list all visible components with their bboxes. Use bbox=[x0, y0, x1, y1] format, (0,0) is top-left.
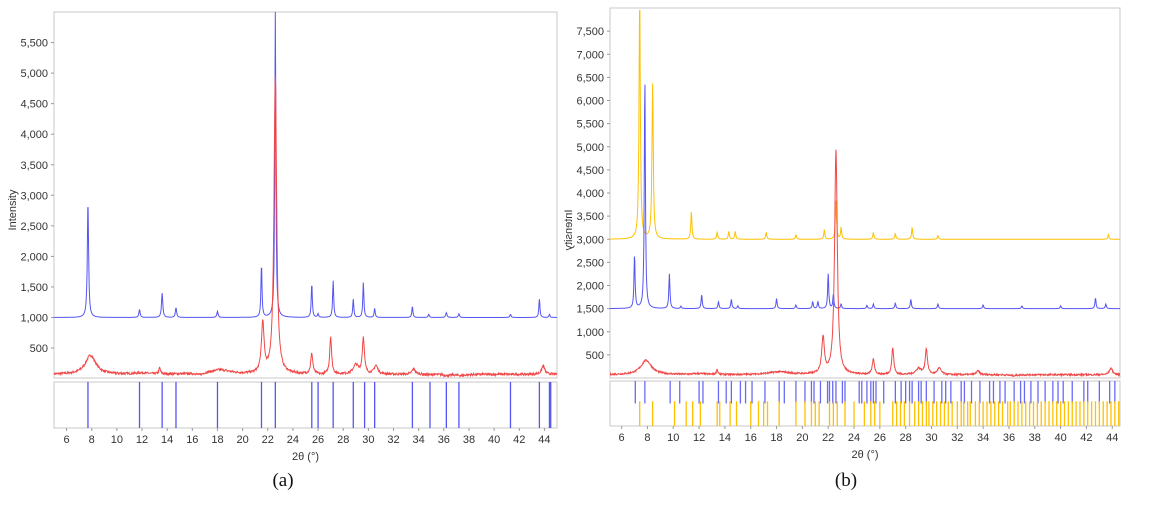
x-tick-label: 32 bbox=[387, 434, 399, 446]
y-tick-label: 3,000 bbox=[20, 190, 48, 202]
x-tick-label: 36 bbox=[438, 434, 450, 446]
panel-caption: (a) bbox=[272, 470, 293, 491]
y-tick-label: 1,500 bbox=[576, 304, 604, 316]
y-tick-label: 500 bbox=[30, 343, 48, 355]
x-tick-label: 10 bbox=[111, 434, 123, 446]
x-tick-label: 14 bbox=[161, 434, 173, 446]
x-tick-label: 18 bbox=[770, 432, 782, 444]
x-tick-label: 16 bbox=[745, 432, 757, 444]
x-tick-label: 10 bbox=[667, 432, 679, 444]
x-tick-label: 36 bbox=[1003, 432, 1015, 444]
y-tick-label: 4,500 bbox=[576, 165, 604, 177]
x-tick-label: 16 bbox=[186, 434, 198, 446]
plot-frame bbox=[609, 7, 1121, 379]
x-tick-label: 22 bbox=[822, 432, 834, 444]
stick-panel-frame bbox=[53, 381, 558, 429]
y-tick-label: 2,500 bbox=[20, 221, 48, 233]
x-tick-label: 8 bbox=[644, 432, 650, 444]
x-tick-label: 38 bbox=[463, 434, 475, 446]
x-tick-label: 18 bbox=[211, 434, 223, 446]
y-tick-label: 5,500 bbox=[20, 38, 48, 50]
x-tick-label: 6 bbox=[64, 434, 70, 446]
y-tick-label: 3,000 bbox=[576, 234, 604, 246]
series-line-0 bbox=[54, 12, 557, 318]
x-tick-label: 6 bbox=[619, 432, 625, 444]
y-tick-label: 4,000 bbox=[20, 129, 48, 141]
y-tick-label: 5,500 bbox=[576, 119, 604, 131]
series-group bbox=[54, 12, 557, 378]
x-tick-label: 42 bbox=[1080, 432, 1092, 444]
x-tick-label: 24 bbox=[287, 434, 299, 446]
x-tick-label: 8 bbox=[89, 434, 95, 446]
series-line-2 bbox=[610, 149, 1120, 378]
y-tick-label: 5,000 bbox=[20, 68, 48, 80]
x-tick-label: 42 bbox=[513, 434, 525, 446]
x-tick-label: 34 bbox=[413, 434, 425, 446]
y-tick-label: 7,000 bbox=[576, 49, 604, 61]
series-line-1 bbox=[54, 75, 557, 378]
plot-frame bbox=[53, 11, 558, 379]
x-tick-label: 12 bbox=[693, 432, 705, 444]
x-tick-label: 40 bbox=[488, 434, 500, 446]
y-tick-label: 1,000 bbox=[20, 313, 48, 325]
x-tick-label: 12 bbox=[136, 434, 148, 446]
x-axis-label: 2θ (°) bbox=[851, 449, 878, 461]
y-tick-label: 2,000 bbox=[20, 251, 48, 263]
x-tick-label: 44 bbox=[1106, 432, 1118, 444]
x-tick-label: 32 bbox=[951, 432, 963, 444]
x-tick-label: 20 bbox=[796, 432, 808, 444]
panel-caption: (b) bbox=[835, 470, 857, 491]
x-tick-label: 26 bbox=[312, 434, 324, 446]
y-tick-label: 4,000 bbox=[576, 188, 604, 200]
x-tick-label: 30 bbox=[362, 434, 374, 446]
y-tick-label: 6,000 bbox=[576, 96, 604, 108]
x-tick-label: 14 bbox=[719, 432, 731, 444]
y-axis-label: Intensity bbox=[563, 210, 575, 251]
x-tick-label: 28 bbox=[900, 432, 912, 444]
y-tick-label: 2,500 bbox=[576, 257, 604, 269]
x-tick-label: 40 bbox=[1054, 432, 1066, 444]
y-axis-label: Intensity bbox=[7, 189, 19, 230]
x-tick-label: 44 bbox=[538, 434, 550, 446]
y-tick-label: 1,000 bbox=[576, 327, 604, 339]
y-tick-label: 5,000 bbox=[576, 142, 604, 154]
x-tick-label: 34 bbox=[977, 432, 989, 444]
y-tick-label: 6,500 bbox=[576, 72, 604, 84]
x-tick-label: 20 bbox=[237, 434, 249, 446]
x-tick-label: 30 bbox=[925, 432, 937, 444]
x-tick-label: 28 bbox=[337, 434, 349, 446]
chart-a: 500 1,000 1,500 2,000 2,500 3,000 3,500 4,000 4,… bbox=[7, 11, 558, 491]
y-tick-label: 1,500 bbox=[20, 282, 48, 294]
x-axis-label: 2θ (°) bbox=[292, 451, 319, 463]
y-tick-label: 500 bbox=[586, 350, 604, 362]
x-tick-label: 24 bbox=[848, 432, 860, 444]
x-tick-label: 22 bbox=[262, 434, 274, 446]
series-line-0 bbox=[610, 9, 1120, 240]
x-tick-label: 26 bbox=[874, 432, 886, 444]
y-tick-label: 2,000 bbox=[576, 281, 604, 293]
y-tick-label: 3,500 bbox=[20, 160, 48, 172]
y-tick-label: 7,500 bbox=[576, 26, 604, 38]
chart-b: 500 1,000 1,500 2,000 2,500 3,000 3,500 4,000 4,… bbox=[563, 7, 1121, 491]
y-tick-label: 4,500 bbox=[20, 99, 48, 111]
y-tick-label: 3,500 bbox=[576, 211, 604, 223]
series-line-1 bbox=[610, 84, 1120, 310]
series-group bbox=[610, 9, 1120, 378]
x-tick-label: 38 bbox=[1029, 432, 1041, 444]
